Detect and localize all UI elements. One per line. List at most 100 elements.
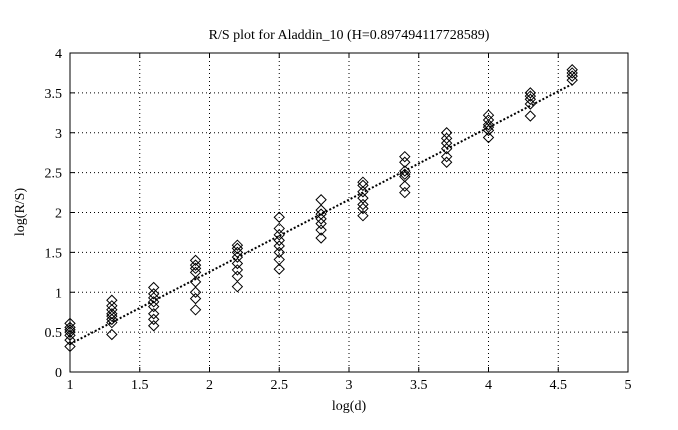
diamond-marker bbox=[399, 150, 411, 163]
diamond-marker bbox=[147, 288, 160, 300]
diamond-marker bbox=[315, 204, 327, 216]
axis-ticks bbox=[69, 52, 629, 373]
diamond-marker bbox=[231, 264, 244, 276]
diamond-marker bbox=[399, 180, 411, 192]
diamond-marker bbox=[273, 229, 285, 241]
grid-lines bbox=[70, 53, 628, 372]
diamond-marker bbox=[357, 186, 369, 198]
diamond-marker bbox=[399, 170, 411, 183]
x-tick-label: 3.5 bbox=[410, 378, 428, 393]
y-tick-label: 3 bbox=[55, 127, 62, 142]
diamond-marker bbox=[440, 132, 453, 145]
y-tick-labels: 0 0.5 1 1.5 2 2.5 3 3.5 4 bbox=[45, 47, 63, 381]
y-tick-label: 3.5 bbox=[45, 87, 63, 102]
diamond-marker bbox=[273, 253, 285, 266]
diamond-marker bbox=[231, 251, 244, 263]
y-tick-label: 1.5 bbox=[45, 246, 63, 261]
diamond-marker bbox=[273, 234, 285, 247]
diamond-marker bbox=[482, 121, 495, 133]
diamond-marker bbox=[440, 150, 453, 163]
diamond-marker bbox=[106, 294, 118, 306]
diamond-marker bbox=[524, 87, 537, 99]
y-tick-label: 0 bbox=[55, 366, 62, 381]
diamond-marker bbox=[147, 313, 160, 326]
chart-title: R/S plot for Aladdin_10 (H=0.89749411772… bbox=[209, 28, 490, 43]
diamond-marker bbox=[357, 198, 369, 211]
diamond-marker bbox=[64, 340, 76, 353]
diamond-marker bbox=[315, 213, 327, 225]
diamond-marker bbox=[315, 194, 327, 206]
data-points bbox=[64, 64, 578, 353]
y-tick-label: 4 bbox=[55, 47, 62, 62]
diamond-marker bbox=[357, 209, 369, 222]
diamond-marker bbox=[482, 114, 495, 126]
diamond-marker bbox=[189, 276, 202, 288]
diamond-marker bbox=[315, 232, 327, 244]
diamond-marker bbox=[399, 186, 411, 199]
diamond-marker bbox=[566, 74, 578, 86]
diamond-marker bbox=[64, 324, 76, 336]
x-tick-label: 1 bbox=[67, 378, 74, 393]
diamond-marker bbox=[440, 127, 453, 139]
diamond-marker bbox=[524, 110, 537, 122]
diamond-marker bbox=[147, 300, 160, 313]
diamond-marker bbox=[189, 292, 202, 305]
y-axis-label: log(R/S) bbox=[13, 188, 28, 237]
diamond-marker bbox=[189, 266, 202, 279]
x-axis-label: log(d) bbox=[332, 399, 367, 414]
diamond-marker bbox=[231, 280, 244, 293]
diamond-marker bbox=[106, 310, 118, 322]
diamond-marker bbox=[189, 286, 202, 298]
diamond-marker bbox=[399, 156, 411, 168]
diamond-marker bbox=[273, 211, 285, 223]
diamond-marker bbox=[273, 263, 285, 275]
diamond-marker bbox=[482, 109, 495, 121]
diamond-marker bbox=[64, 317, 76, 330]
diamond-marker bbox=[147, 281, 160, 294]
diamond-marker bbox=[231, 239, 244, 251]
y-tick-label: 0.5 bbox=[45, 326, 63, 341]
diamond-marker bbox=[189, 259, 202, 271]
x-tick-label: 1.5 bbox=[131, 378, 149, 393]
diamond-marker bbox=[147, 308, 160, 320]
diamond-marker bbox=[273, 222, 285, 235]
diamond-marker bbox=[440, 156, 453, 168]
diamond-marker bbox=[315, 217, 327, 230]
diamond-marker bbox=[482, 119, 495, 131]
diamond-marker bbox=[566, 67, 578, 79]
diamond-marker bbox=[357, 179, 369, 192]
y-tick-label: 1 bbox=[55, 286, 62, 301]
y-tick-label: 2.5 bbox=[45, 167, 63, 182]
diamond-marker bbox=[189, 304, 202, 316]
diamond-marker bbox=[231, 257, 244, 270]
diamond-marker bbox=[64, 334, 76, 346]
x-tick-labels: 1 1.5 2 2.5 3 3.5 4 4.5 5 bbox=[67, 378, 632, 393]
diamond-marker bbox=[147, 320, 160, 332]
diamond-marker bbox=[524, 98, 537, 110]
diamond-marker bbox=[482, 131, 495, 144]
y-tick-label: 2 bbox=[55, 207, 62, 222]
diamond-marker bbox=[273, 246, 285, 259]
x-tick-label: 5 bbox=[625, 378, 632, 393]
x-tick-label: 3 bbox=[346, 378, 353, 393]
diamond-marker bbox=[399, 165, 411, 177]
x-tick-label: 4.5 bbox=[550, 378, 568, 393]
diamond-marker bbox=[566, 70, 578, 82]
diamond-marker bbox=[357, 176, 369, 188]
diamond-marker bbox=[440, 142, 453, 155]
diamond-marker bbox=[315, 224, 327, 236]
x-tick-label: 2 bbox=[206, 378, 213, 393]
diamond-marker bbox=[64, 326, 76, 338]
diamond-marker bbox=[566, 64, 578, 76]
x-tick-label: 2.5 bbox=[271, 378, 289, 393]
diamond-marker bbox=[440, 137, 453, 149]
x-tick-label: 4 bbox=[485, 378, 492, 393]
diamond-marker bbox=[273, 240, 285, 252]
diamond-marker bbox=[357, 192, 369, 204]
diamond-marker bbox=[231, 270, 244, 283]
diamond-marker bbox=[106, 304, 118, 316]
diamond-marker bbox=[189, 254, 202, 267]
diamond-marker bbox=[106, 328, 118, 341]
diamond-marker bbox=[106, 300, 118, 312]
